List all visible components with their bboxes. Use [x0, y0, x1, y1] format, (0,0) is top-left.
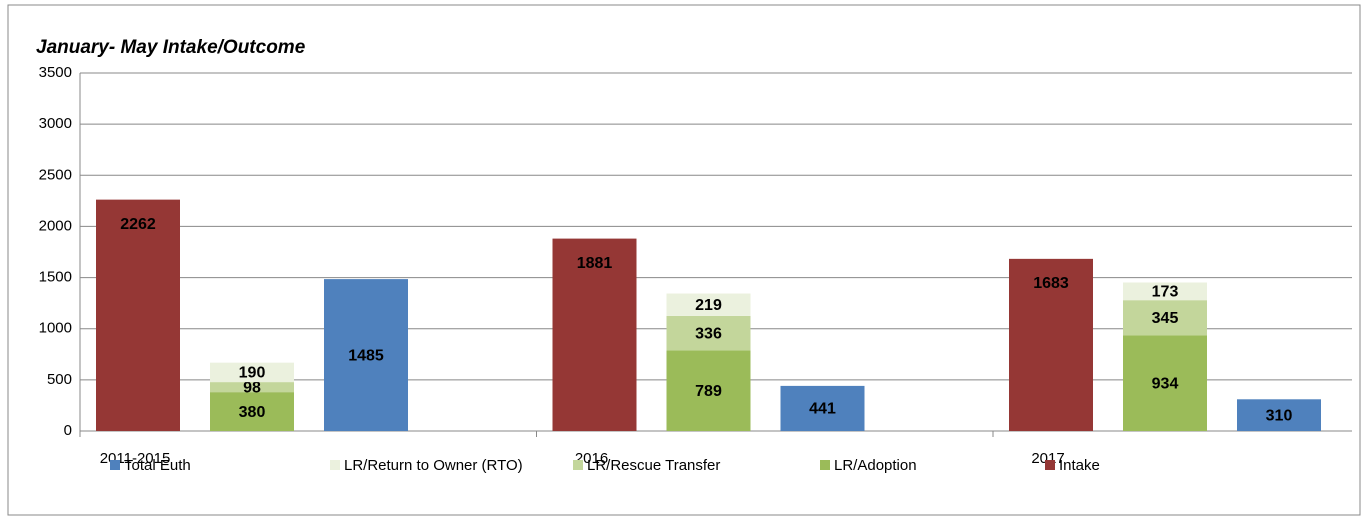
- data-label: 190: [239, 365, 266, 382]
- y-tick-label: 500: [47, 371, 72, 388]
- y-tick-label: 1000: [39, 320, 72, 337]
- chart-title: January- May Intake/Outcome: [36, 37, 306, 58]
- data-label: 934: [1152, 375, 1179, 392]
- bar: [210, 382, 294, 393]
- y-tick-label: 3500: [39, 64, 72, 81]
- data-label: 336: [695, 325, 722, 342]
- bar: [210, 362, 294, 383]
- data-label: 98: [243, 379, 261, 396]
- bar: [210, 392, 294, 431]
- data-label: 1683: [1033, 275, 1069, 292]
- bar: [1123, 300, 1207, 336]
- legend-swatch: [110, 460, 120, 470]
- data-label: 1881: [577, 255, 613, 272]
- legend-label: Intake: [1059, 457, 1100, 474]
- bar: [666, 315, 751, 351]
- data-label: 310: [1266, 407, 1293, 424]
- bar: [666, 293, 751, 316]
- data-label: 789: [695, 383, 722, 400]
- data-label: 219: [695, 297, 722, 314]
- data-label: 2262: [120, 216, 156, 233]
- bar: [1237, 399, 1321, 431]
- x-tick-label: 2017: [1031, 450, 1064, 467]
- data-label: 441: [809, 401, 836, 418]
- legend-label: LR/Return to Owner (RTO): [344, 457, 523, 474]
- data-label: 1485: [348, 347, 384, 364]
- y-tick-label: 0: [64, 422, 72, 439]
- y-tick-label: 3000: [39, 115, 72, 132]
- legend-swatch: [820, 460, 830, 470]
- legend-label: Total Euth: [124, 457, 191, 474]
- data-label: 345: [1152, 310, 1179, 327]
- y-tick-label: 2000: [39, 217, 72, 234]
- data-label: 173: [1152, 284, 1179, 301]
- bar: [324, 279, 408, 431]
- legend-swatch: [573, 460, 583, 470]
- y-tick-label: 2500: [39, 166, 72, 183]
- x-tick-label: 2016: [575, 450, 608, 467]
- chart-border: [7, 4, 1361, 516]
- bar: [1123, 282, 1207, 301]
- y-tick-label: 1500: [39, 269, 72, 286]
- legend-label: LR/Adoption: [834, 457, 917, 474]
- data-label: 380: [239, 404, 266, 421]
- bar: [1009, 258, 1093, 431]
- bar: [780, 385, 865, 431]
- legend-swatch: [330, 460, 340, 470]
- bar: [1123, 335, 1207, 431]
- bar: [666, 350, 751, 431]
- bar: [552, 238, 637, 431]
- legend-swatch: [1045, 460, 1055, 470]
- legend-label: LR/Rescue Transfer: [587, 457, 720, 474]
- bar: [96, 199, 180, 431]
